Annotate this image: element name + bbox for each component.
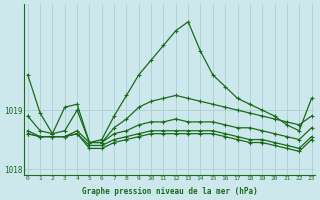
X-axis label: Graphe pression niveau de la mer (hPa): Graphe pression niveau de la mer (hPa) <box>82 187 258 196</box>
